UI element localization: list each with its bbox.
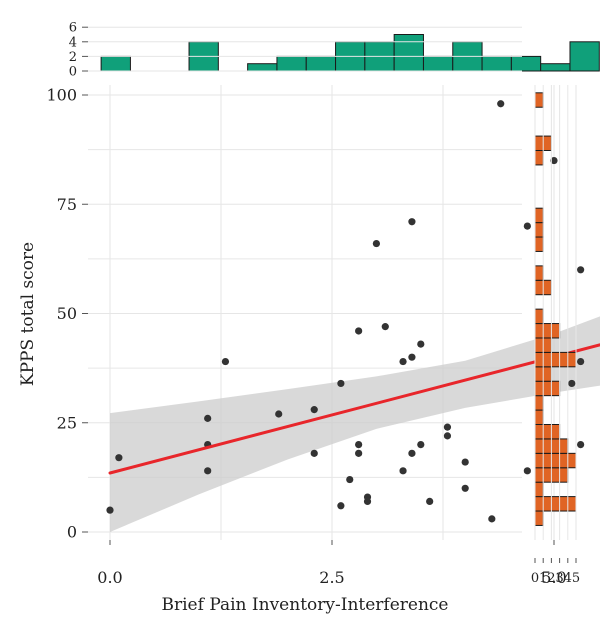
right-histogram-bar — [534, 380, 561, 397]
scatter-point — [426, 497, 434, 506]
top-histogram-tick-label: 4 — [69, 35, 77, 50]
y-tick-label: 75 — [57, 195, 77, 214]
scatter-point — [355, 327, 363, 335]
right-histogram-tick-label: 2 — [547, 571, 555, 586]
scatter-point — [106, 506, 114, 514]
right-histogram-bar — [534, 395, 544, 411]
scatter-point — [204, 414, 212, 422]
x-tick-label: 5.0 — [541, 568, 566, 587]
scatter-point — [443, 432, 452, 440]
x-tick-label: 0.0 — [97, 568, 122, 587]
top-histogram-tick-label: 0 — [69, 65, 77, 80]
scatter-point — [488, 515, 496, 523]
scatter-point — [363, 497, 372, 506]
x-axis-tick-labels: 0.02.55.07.5 — [97, 540, 567, 587]
top-marginal-histogram — [100, 34, 600, 72]
scatter-point — [461, 458, 469, 466]
confidence-band-area — [110, 316, 600, 532]
scatter-point — [337, 379, 345, 388]
x-tick-label: 2.5 — [319, 568, 344, 587]
scatter-point — [497, 100, 505, 108]
scatter-point — [417, 340, 425, 348]
scatter-point — [417, 441, 425, 449]
scatter-point — [204, 467, 212, 475]
top-histogram-bar — [305, 55, 337, 72]
right-histogram-bar — [534, 510, 544, 526]
top-histogram-tick-label: 6 — [69, 21, 77, 36]
y-tick-label: 25 — [57, 413, 77, 432]
right-histogram-tick-label: 3 — [555, 571, 563, 586]
right-histogram-bar — [534, 481, 544, 498]
top-histogram-bar — [510, 55, 542, 72]
scatter-point — [399, 357, 407, 366]
scatter-point — [577, 357, 585, 366]
top-histogram-bar — [569, 41, 600, 72]
top-histogram-bar — [393, 34, 424, 72]
right-histogram-tick-label: 0 — [531, 571, 539, 586]
y-tick-label: 0 — [67, 523, 77, 542]
x-axis-title: Brief Pain Inventory-Interference — [162, 595, 449, 615]
right-histogram-bar — [534, 351, 577, 368]
right-histogram-bar — [534, 149, 544, 166]
scatter-point — [346, 475, 354, 484]
y-axis-title: KPPS total score — [18, 242, 38, 386]
regression-line-path — [108, 343, 600, 475]
top-histogram-bar — [247, 63, 278, 72]
right-histogram-bar — [534, 409, 544, 425]
scatter-point — [408, 449, 416, 457]
top-histogram-bar — [422, 55, 454, 72]
scatter-point — [461, 484, 469, 492]
scatter-points — [106, 100, 585, 523]
right-histogram-bar — [534, 222, 544, 238]
scatter-point — [355, 441, 363, 449]
right-histogram-tick-label: 5 — [572, 571, 580, 586]
scatter-point — [577, 266, 585, 274]
scatter-point — [408, 218, 416, 226]
right-histogram-tick-label: 4 — [564, 571, 572, 586]
y-tick-label: 100 — [46, 86, 77, 105]
scatter-point — [443, 423, 452, 431]
scatter-point — [275, 410, 283, 418]
y-tick-label: 50 — [57, 304, 77, 323]
top-histogram-tick-label: 2 — [69, 50, 77, 65]
right-histogram-bar — [534, 323, 561, 339]
y-axis-tick-labels: 0 25 50 75 100 — [46, 86, 88, 542]
right-histogram-bar — [534, 92, 544, 108]
scatter-point — [577, 441, 585, 449]
scatter-point — [399, 467, 407, 475]
scatter-point — [523, 467, 531, 475]
right-histogram-bar — [534, 308, 544, 325]
scatter-point — [408, 353, 416, 361]
top-histogram-bar — [276, 55, 307, 72]
scatter-point — [523, 222, 531, 230]
scatter-point — [310, 406, 318, 414]
right-histogram-bar — [534, 452, 577, 469]
scatter-point — [337, 502, 345, 510]
regression-line — [108, 343, 600, 475]
scatter-point — [221, 357, 230, 366]
scatter-point — [372, 239, 380, 248]
right-histogram-tick-label: 1 — [539, 571, 547, 586]
scatter-point — [550, 156, 558, 165]
right-histogram-bar — [534, 496, 577, 512]
scatter-point — [115, 454, 123, 462]
scatter-point — [355, 449, 363, 457]
top-histogram-bar — [481, 55, 512, 72]
top-histogram-bar — [540, 63, 571, 72]
right-histogram-bar — [534, 423, 561, 440]
scatter-point — [381, 323, 389, 331]
right-histogram-bar — [534, 265, 544, 281]
right-histogram-bar — [534, 236, 544, 252]
main-plot-gridlines — [88, 85, 555, 540]
top-histogram-bar — [100, 55, 131, 72]
scatter-point — [310, 449, 318, 457]
confidence-band — [110, 316, 600, 532]
scatter-point — [568, 379, 576, 388]
right-histogram-bar — [534, 207, 544, 224]
